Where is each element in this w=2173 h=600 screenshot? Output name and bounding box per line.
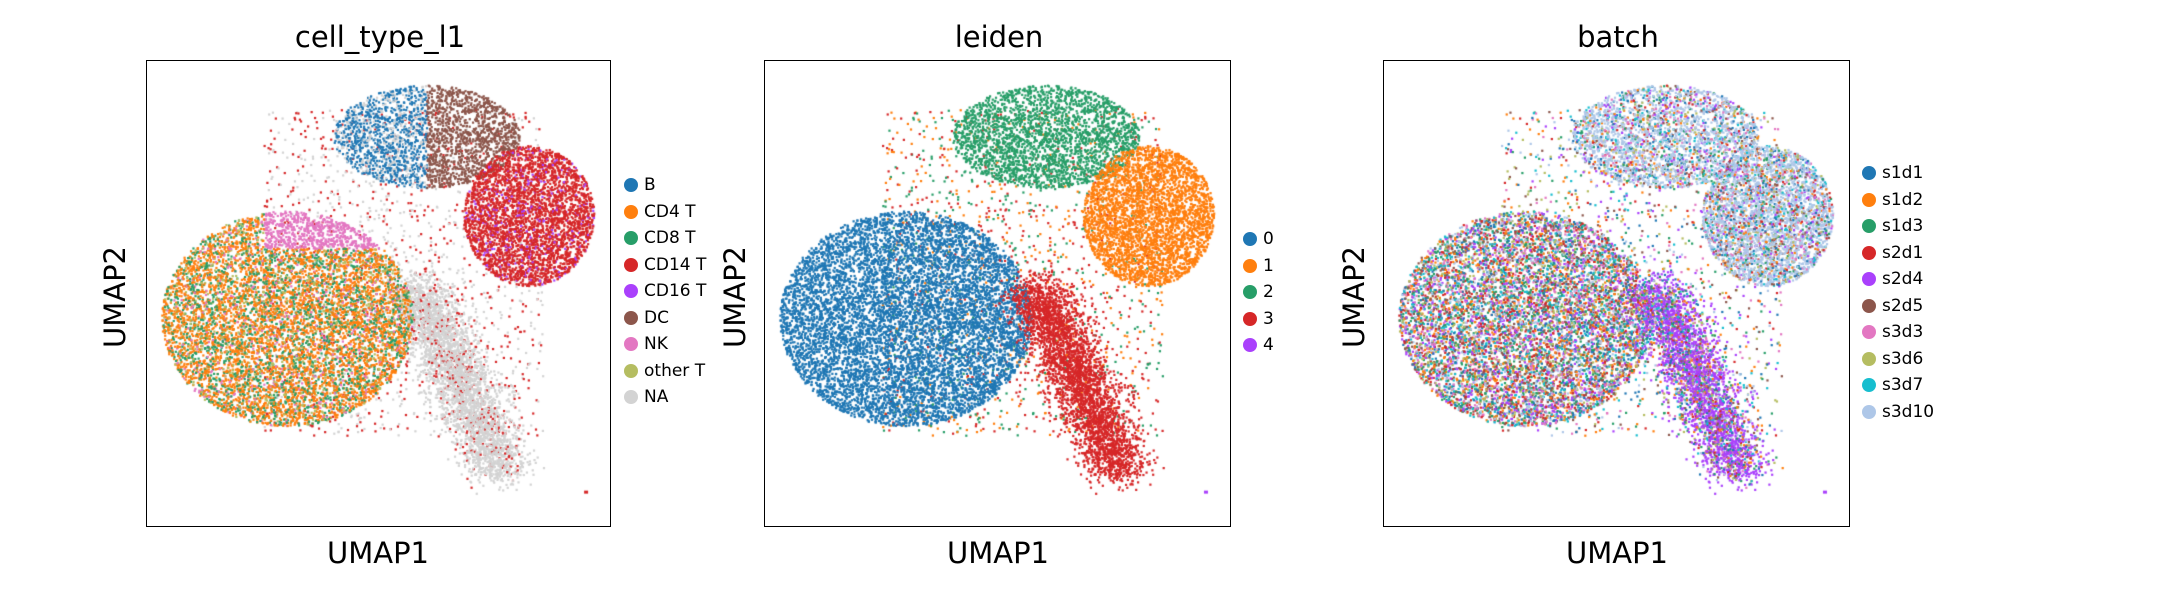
legend-label: s2d4 xyxy=(1882,269,1924,290)
legend-marker xyxy=(1243,311,1257,326)
legend: 0 1 2 3 4 xyxy=(1243,226,1274,359)
x-axis-label: UMAP1 xyxy=(326,536,430,570)
legend-marker xyxy=(624,390,638,405)
legend-item: s1d3 xyxy=(1862,213,1934,240)
plot-title: batch xyxy=(1577,20,1659,54)
legend-label: s3d10 xyxy=(1882,401,1935,422)
umap-panel-cell-type: cell_type_l1 UMAP2 UMAP1 B CD4 T CD8 T CD14… xyxy=(0,0,706,600)
y-axis-label: UMAP2 xyxy=(718,245,752,349)
legend-marker xyxy=(624,204,638,219)
legend-label: 2 xyxy=(1263,282,1274,303)
legend-label: s2d1 xyxy=(1882,242,1924,263)
legend-marker xyxy=(1862,272,1876,287)
legend-item: other T xyxy=(624,358,706,385)
scatter-points xyxy=(1384,61,1849,526)
legend-marker xyxy=(1862,378,1876,393)
y-axis-label: UMAP2 xyxy=(1337,245,1371,349)
legend-item: s3d10 xyxy=(1862,399,1934,426)
scatter-plot-area xyxy=(764,60,1231,527)
legend-marker xyxy=(1862,219,1876,234)
legend-marker xyxy=(624,178,638,193)
legend-label: s3d3 xyxy=(1882,322,1924,343)
legend-marker xyxy=(1862,245,1876,260)
legend-marker xyxy=(1862,166,1876,181)
legend-item: NK xyxy=(624,331,706,358)
legend: B CD4 T CD8 T CD14 T CD16 T DC NK other T NA xyxy=(624,172,706,411)
legend-item: B xyxy=(624,172,706,199)
legend-marker xyxy=(624,257,638,272)
plot-title: cell_type_l1 xyxy=(294,20,466,54)
legend-item: s1d2 xyxy=(1862,187,1934,214)
scatter-points xyxy=(147,61,610,526)
legend-item: 2 xyxy=(1243,279,1274,306)
legend-label: s1d3 xyxy=(1882,216,1924,237)
legend-marker xyxy=(624,231,638,246)
legend-marker xyxy=(1243,232,1257,247)
legend-item: s2d1 xyxy=(1862,240,1934,267)
legend-label: s1d2 xyxy=(1882,189,1924,210)
legend-item: s3d7 xyxy=(1862,372,1934,399)
legend-item: 3 xyxy=(1243,306,1274,333)
legend-item: 0 xyxy=(1243,226,1274,253)
legend-label: s3d7 xyxy=(1882,375,1924,396)
legend-item: CD4 T xyxy=(624,199,706,226)
legend-marker xyxy=(624,337,638,352)
legend-marker xyxy=(1862,325,1876,340)
legend-label: other T xyxy=(644,360,706,381)
legend-marker xyxy=(1862,351,1876,366)
x-axis-label: UMAP1 xyxy=(946,536,1050,570)
legend-item: 1 xyxy=(1243,253,1274,280)
legend-item: DC xyxy=(624,305,706,332)
legend-label: DC xyxy=(644,307,669,328)
legend-item: s1d1 xyxy=(1862,160,1934,187)
legend-marker xyxy=(1243,338,1257,353)
legend-item: NA xyxy=(624,384,706,411)
legend-label: s3d6 xyxy=(1882,348,1924,369)
legend-item: s2d5 xyxy=(1862,293,1934,320)
scatter-plot-area xyxy=(146,60,611,527)
legend-label: B xyxy=(644,175,656,196)
legend-item: CD8 T xyxy=(624,225,706,252)
legend-label: s2d5 xyxy=(1882,295,1924,316)
umap-panel-leiden: leiden UMAP2 UMAP1 0 1 2 3 4 xyxy=(619,0,1319,600)
legend-item: CD14 T xyxy=(624,252,706,279)
legend-item: s3d6 xyxy=(1862,346,1934,373)
scatter-points xyxy=(765,61,1230,526)
legend-label: 1 xyxy=(1263,255,1274,276)
scatter-plot-area xyxy=(1383,60,1850,527)
legend-item: 4 xyxy=(1243,332,1274,359)
x-axis-label: UMAP1 xyxy=(1565,536,1669,570)
legend-label: NA xyxy=(644,387,669,408)
legend-label: CD16 T xyxy=(644,281,707,302)
umap-panel-batch: batch UMAP2 UMAP1 s1d1 s1d2 s1d3 s2d1 s2d4 s2… xyxy=(1238,0,1938,600)
legend-label: NK xyxy=(644,334,668,355)
legend-marker xyxy=(1862,404,1876,419)
legend-label: 3 xyxy=(1263,308,1274,329)
legend-item: CD16 T xyxy=(624,278,706,305)
legend-marker xyxy=(624,363,638,378)
legend-label: 4 xyxy=(1263,335,1274,356)
legend-marker xyxy=(1243,285,1257,300)
legend-label: s1d1 xyxy=(1882,163,1924,184)
legend-marker xyxy=(624,284,638,299)
plot-title: leiden xyxy=(954,20,1044,54)
legend-label: CD8 T xyxy=(644,228,696,249)
legend-item: s3d3 xyxy=(1862,319,1934,346)
legend: s1d1 s1d2 s1d3 s2d1 s2d4 s2d5 s3d3 s3d6 s3d7 s3d1… xyxy=(1862,160,1934,425)
legend-label: CD4 T xyxy=(644,201,696,222)
legend-item: s2d4 xyxy=(1862,266,1934,293)
y-axis-label: UMAP2 xyxy=(98,245,132,349)
legend-label: CD14 T xyxy=(644,254,707,275)
legend-marker xyxy=(1862,192,1876,207)
legend-marker xyxy=(1243,258,1257,273)
legend-label: 0 xyxy=(1263,229,1274,250)
legend-marker xyxy=(624,310,638,325)
legend-marker xyxy=(1862,298,1876,313)
